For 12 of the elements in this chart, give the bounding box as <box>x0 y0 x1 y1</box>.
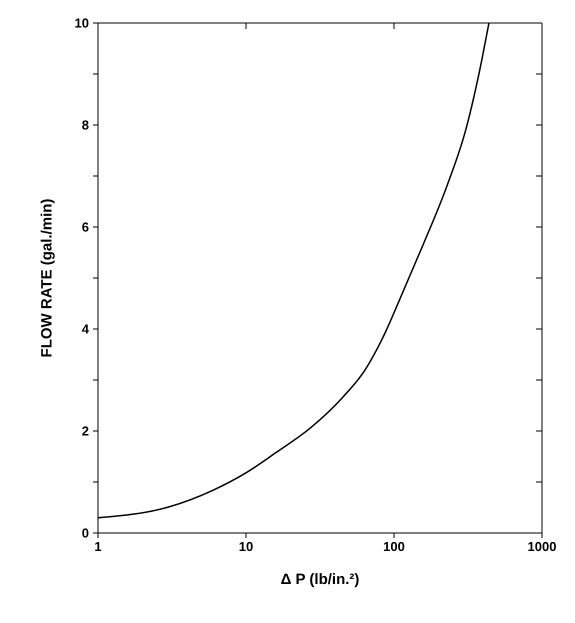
x-tick-label: 100 <box>383 539 405 554</box>
x-tick-label: 10 <box>238 539 254 554</box>
x-tick-label: 1000 <box>528 539 556 554</box>
y-tick-label: 10 <box>74 16 89 31</box>
x-axis-title: Δ P (lb/in.²) <box>280 571 360 588</box>
y-tick-label: 2 <box>82 424 89 439</box>
y-tick-label: 0 <box>82 526 89 541</box>
y-tick-label: 8 <box>82 118 89 133</box>
y-axis-title: FLOW RATE (gal./min) <box>38 198 56 358</box>
y-tick-label: 6 <box>82 220 89 235</box>
y-tick-label: 4 <box>82 322 90 337</box>
x-tick-label: 1 <box>94 539 102 554</box>
